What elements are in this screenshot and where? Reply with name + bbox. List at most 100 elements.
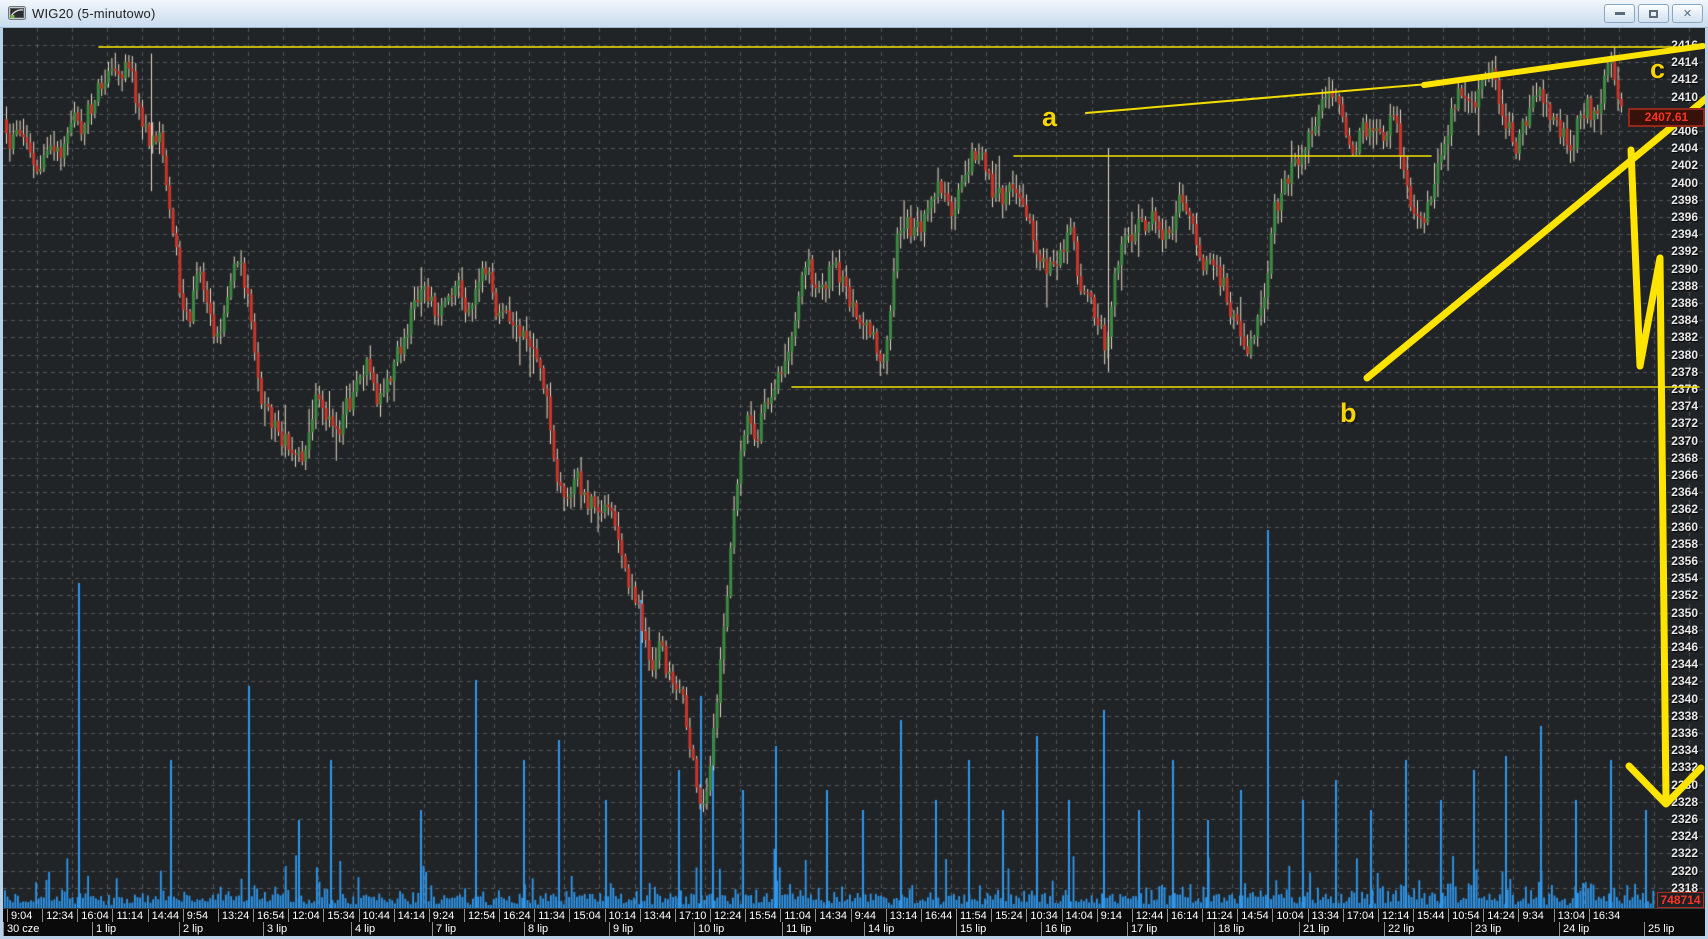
price-tick: 2370 [1671, 433, 1698, 448]
wave-label-c: c [1650, 54, 1666, 84]
time-tick: 14:44 [147, 909, 183, 922]
time-tick: 16:44 [920, 909, 956, 922]
restore-button[interactable] [1638, 4, 1669, 23]
price-tick: 2392 [1671, 244, 1698, 259]
time-tick: 14:14 [393, 909, 429, 922]
price-tick: 2324 [1671, 829, 1698, 844]
price-tick: 2360 [1671, 519, 1698, 534]
time-tick: 12:34 [42, 909, 77, 922]
chart-window-icon [8, 6, 26, 21]
price-tick: 2340 [1671, 691, 1698, 706]
window-title: WIG20 (5-minutowo) [32, 6, 156, 21]
time-tick: 10:04 [1272, 909, 1307, 922]
chart-plot: 2416241424122410240824062404240224002398… [3, 28, 1705, 908]
time-tick: 10:44 [358, 909, 394, 922]
price-tick: 2368 [1671, 450, 1698, 465]
price-tick: 2352 [1671, 588, 1698, 603]
last-price-box: 2407.61 [1628, 108, 1705, 127]
date-label: 30 cze [3, 922, 92, 936]
time-tick: 11:54 [956, 909, 991, 922]
wave-label-b: b [1340, 398, 1357, 428]
date-label: 4 lip [351, 922, 432, 936]
price-tick: 2396 [1671, 210, 1698, 224]
time-tick: 12:44 [1131, 909, 1167, 922]
wave-label-a: a [1042, 102, 1058, 132]
time-tick: 9:44 [850, 909, 886, 922]
price-tick: 2348 [1671, 622, 1698, 637]
date-label: 8 lip [524, 922, 609, 936]
price-tick: 2388 [1671, 278, 1698, 293]
minimize-button[interactable] [1604, 4, 1635, 23]
price-tick: 2356 [1671, 554, 1698, 568]
time-tick: 12:04 [288, 909, 323, 922]
time-tick: 15:34 [323, 909, 358, 922]
price-tick: 2394 [1671, 227, 1698, 242]
time-tick: 12:54 [463, 909, 499, 922]
price-tick: 2366 [1671, 468, 1698, 482]
date-label: 11 lip [782, 922, 864, 936]
time-tick: 13:24 [217, 909, 253, 922]
candlestick-chart-canvas[interactable] [3, 28, 1705, 908]
price-tick: 2350 [1671, 605, 1698, 620]
price-tick: 2318 [1671, 880, 1698, 895]
time-tick: 9:34 [1518, 909, 1553, 922]
time-tick: 16:24 [499, 909, 534, 922]
time-tick: 10:34 [1026, 909, 1061, 922]
time-tick: 10:14 [604, 909, 640, 922]
price-tick: 2332 [1671, 760, 1698, 775]
price-tick: 2330 [1671, 777, 1698, 792]
price-tick: 2344 [1671, 657, 1698, 672]
time-tick: 13:04 [1553, 909, 1589, 922]
price-tick: 2322 [1671, 846, 1698, 861]
time-tick: 14:24 [1483, 909, 1518, 922]
price-tick: 2374 [1671, 399, 1698, 414]
price-tick: 2416 [1671, 38, 1698, 52]
minimize-icon [1614, 12, 1625, 15]
date-label: 2 lip [179, 922, 263, 936]
time-tick: 16:34 [1588, 909, 1624, 922]
close-button[interactable]: ✕ [1672, 4, 1703, 23]
date-label: 10 lip [694, 922, 782, 936]
time-axis[interactable]: 9:04 12:34 16:04 11:14 14:44 9:54 13:24 16:54 12… [3, 908, 1705, 922]
price-tick: 2358 [1671, 536, 1698, 551]
date-label: 7 lip [432, 922, 524, 936]
price-tick: 2410 [1671, 89, 1698, 104]
date-label: 18 lip [1214, 922, 1299, 936]
time-tick: 13:44 [639, 909, 675, 922]
time-tick: 17:04 [1342, 909, 1378, 922]
time-tick: 16:14 [1166, 909, 1202, 922]
price-tick: 2342 [1671, 674, 1698, 689]
time-tick: 9:04 [7, 909, 42, 922]
price-tick: 2390 [1671, 261, 1698, 276]
date-label: 3 lip [263, 922, 351, 936]
time-tick: 13:34 [1307, 909, 1343, 922]
time-tick: 13:14 [885, 909, 921, 922]
date-axis[interactable]: 30 cze 1 lip 2 lip 3 lip 4 lip 7 lip 8 lip 9 li… [3, 922, 1705, 936]
date-label: 17 lip [1127, 922, 1214, 936]
date-label: 14 lip [864, 922, 956, 936]
price-tick: 2364 [1671, 485, 1698, 500]
price-tick: 2336 [1671, 726, 1698, 740]
time-tick: 16:04 [77, 909, 112, 922]
time-tick: 15:44 [1413, 909, 1448, 922]
price-tick: 2320 [1671, 863, 1698, 878]
price-tick: 2338 [1671, 708, 1698, 723]
time-tick: 15:54 [745, 909, 780, 922]
price-tick: 2334 [1671, 743, 1698, 758]
title-bar: WIG20 (5-minutowo) ✕ [0, 0, 1708, 28]
price-tick: 2404 [1671, 141, 1698, 156]
price-tick: 2372 [1671, 416, 1698, 431]
date-label: 25 lip [1644, 922, 1705, 936]
price-tick: 2354 [1671, 571, 1698, 586]
time-tick: 14:04 [1061, 909, 1097, 922]
date-label: 15 lip [956, 922, 1041, 936]
time-tick: 11:04 [780, 909, 815, 922]
time-tick: 10:54 [1448, 909, 1483, 922]
time-tick: 15:24 [991, 909, 1026, 922]
price-tick: 2346 [1671, 640, 1698, 654]
price-tick: 2398 [1671, 192, 1698, 207]
price-tick: 2380 [1671, 347, 1698, 362]
time-tick: 11:24 [1202, 909, 1237, 922]
price-tick: 2382 [1671, 330, 1698, 345]
